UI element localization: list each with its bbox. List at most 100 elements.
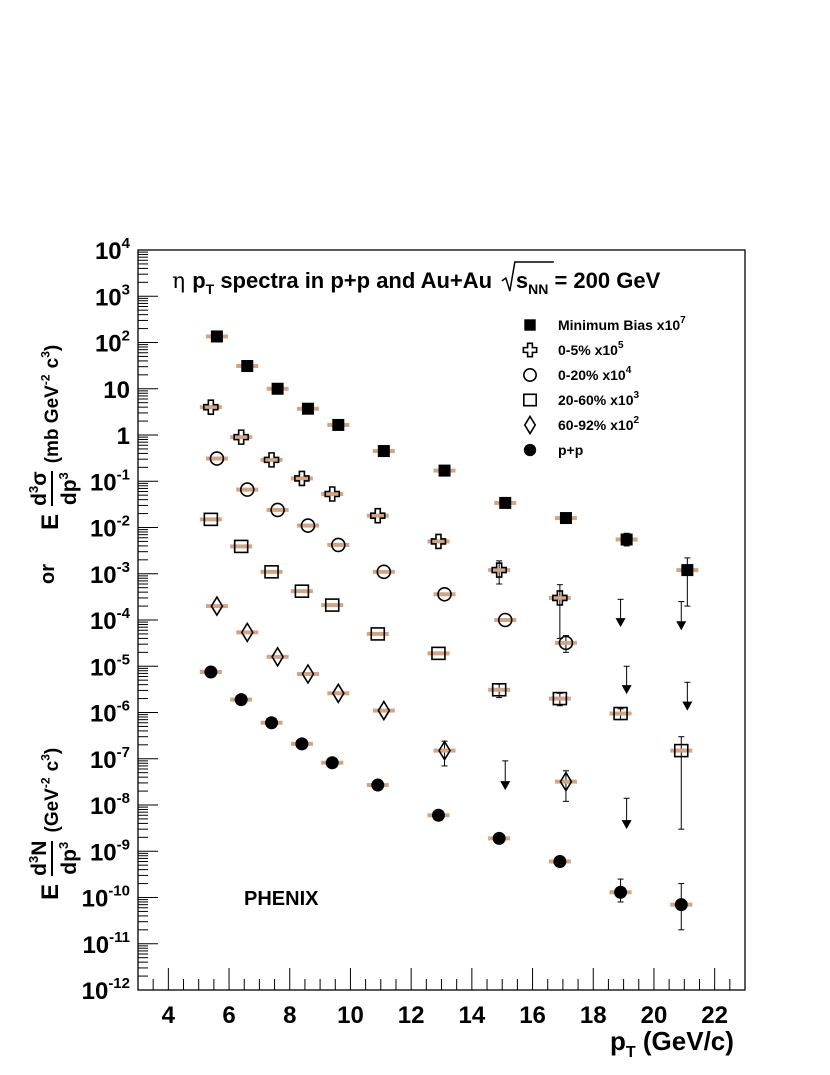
systematic-band [230,544,253,549]
legend-layer: Minimum Bias x107 0-5% x105 0-20% x104 20-6… [522,315,686,458]
legend-label: Minimum Bias x107 [558,315,686,333]
y-tick-label: 10-11 [82,929,130,959]
x-tick-label: 14 [458,1002,485,1029]
data-point [271,646,285,668]
data-point [614,885,628,899]
data-point [681,564,694,577]
data-point [210,330,223,343]
series-group [205,595,632,830]
systematic-band [296,523,319,528]
systematic-band [266,654,289,659]
data-point [559,771,573,793]
systematic-band [327,691,350,696]
data-point [295,737,309,751]
data-point [523,368,537,382]
data-point [370,627,386,641]
data-point [233,539,249,554]
data-point [552,590,568,606]
upper-limit-arrow [621,685,632,695]
systematic-band [427,539,450,544]
y-tick-label: 103 [95,281,130,311]
systematic-band [433,592,456,597]
data-point [270,502,285,518]
y-label-top: E d3σ dp3 (mb GeV-2 c3) [23,345,81,530]
y-tick-label: 10-1 [90,466,130,496]
data-point [559,512,572,525]
x-tick-label: 16 [519,1002,546,1029]
data-point [431,646,446,661]
data-point [324,486,341,502]
data-point [431,808,445,822]
data-point [491,562,507,578]
x-tick-label: 4 [162,1002,176,1029]
data-point [492,831,506,845]
data-point [233,429,249,445]
data-point [325,756,339,770]
x-tick-label: 18 [580,1002,607,1029]
data-point [377,445,390,458]
text-layer: η pT spectra in p+p and Au+Au sNN = 200 … [172,261,734,1061]
data-point [620,533,633,546]
y-tick-label: 10-2 [90,513,130,543]
data-point [523,414,537,436]
y-tick-label: 102 [95,328,130,358]
data-point [438,464,451,477]
data-point [430,533,447,550]
upper-limit-arrow [676,621,687,631]
systematic-band [488,687,511,692]
data-point [240,621,254,643]
data-point [674,898,688,912]
series-group [199,665,693,931]
upper-limit-arrow [682,701,693,711]
data-point [241,360,254,373]
legend-label: 20-60% x103 [558,390,640,408]
systematic-band [290,589,313,594]
systematic-band [372,708,395,713]
series-group [199,512,693,830]
y-tick-label: 10 [103,377,130,404]
systematic-band [236,487,259,492]
data-point [499,496,512,509]
legend-label: 0-20% x104 [558,365,632,383]
upper-limit-arrow [615,618,626,628]
series-group [199,399,687,639]
data-point [523,443,537,457]
y-tick-label: 1 [117,423,130,450]
data-point [265,716,279,730]
y-tick-label: 10-12 [82,975,130,1005]
systematic-band [433,748,456,753]
data-point [377,700,391,722]
data-point [271,382,284,395]
data-point [437,586,452,602]
systematic-band [488,568,511,573]
y-tick-label: 10-5 [90,651,130,681]
systematic-band [205,604,228,609]
systematic-band [548,696,571,701]
data-point [553,855,567,869]
data-point [324,598,340,612]
sqrt-sign [501,261,554,292]
systematic-band [427,651,450,656]
data-point [331,537,346,553]
data-point [301,402,314,415]
systematic-band [366,513,389,518]
systematic-band [236,630,259,635]
systematic-band [609,711,632,716]
systematic-band [290,476,313,481]
data-point [294,584,310,598]
x-axis-label: pT (GeV/c) [610,1026,734,1061]
y-tick-label: 10-9 [90,836,130,866]
systematic-band [548,595,571,600]
plot-frame [137,249,746,991]
systematic-band [327,542,350,547]
data-point [234,693,248,707]
systematic-band [230,435,253,440]
data-point [523,393,537,407]
y-tick-label: 10-6 [90,698,130,728]
data-point [239,482,255,497]
phenix-annotation: PHENIX [244,888,319,910]
data-point [613,706,628,721]
systematic-band [296,671,319,676]
data-point [263,452,280,468]
y-label-bottom: E d3N dp3 (GeV-2 c3) [23,748,81,900]
